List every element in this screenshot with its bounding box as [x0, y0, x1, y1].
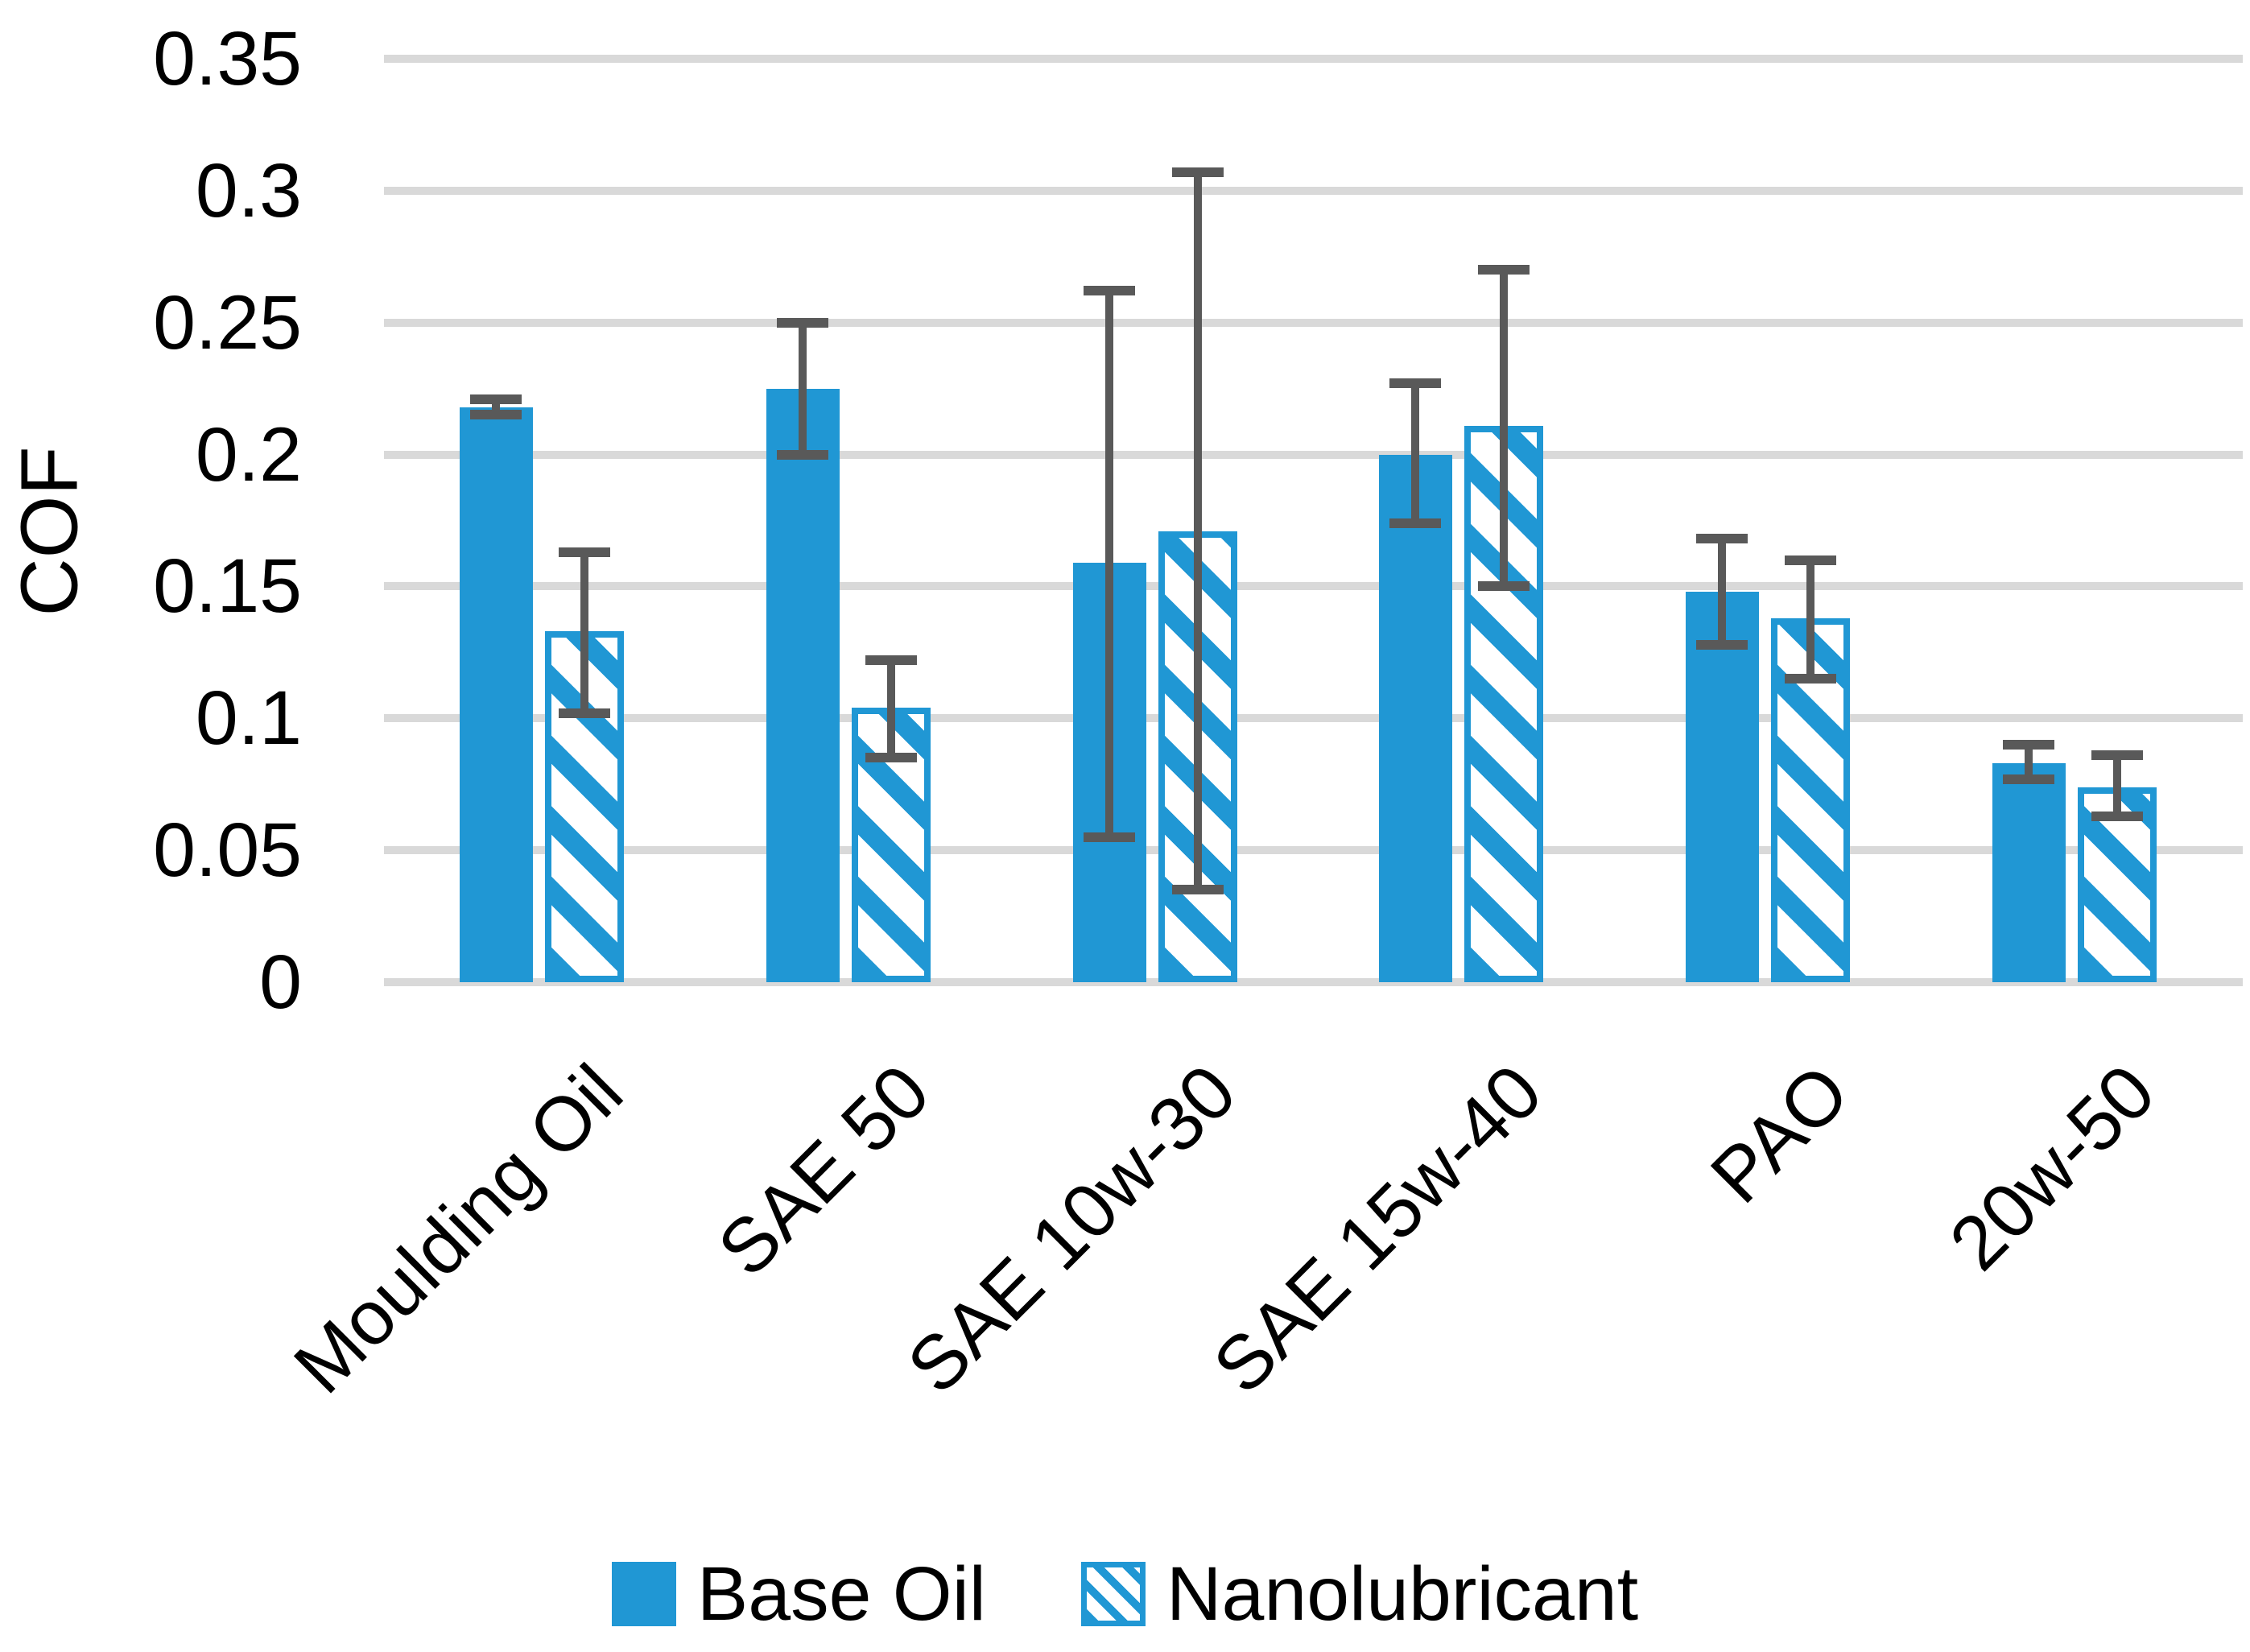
y-tick-label: 0.1 — [195, 675, 302, 762]
error-bar-line — [1411, 383, 1420, 523]
error-bar-top-cap — [1083, 286, 1135, 296]
error-bar-bottom-cap — [2091, 811, 2143, 821]
y-tick-label: 0.35 — [153, 16, 302, 102]
x-category-label-20w-50: 20w-50 — [1934, 1048, 2172, 1286]
base-oil-bar-moulding-oil — [460, 407, 533, 982]
error-bar-bottom-cap — [1083, 832, 1135, 842]
error-bar-top-cap — [1478, 265, 1530, 275]
gridline-0.15 — [384, 582, 2243, 591]
gridline-0.35 — [384, 55, 2243, 64]
error-bar-top-cap — [2003, 740, 2054, 750]
y-tick-label: 0 — [259, 940, 302, 1025]
error-bar-line — [492, 399, 500, 415]
base-oil-bar-sae-15w-40 — [1379, 454, 1453, 982]
base-oil-bar-sae-50 — [766, 388, 840, 982]
error-bar-line — [1193, 171, 1202, 890]
legend-label-base-oil: Base Oil — [696, 1551, 986, 1637]
x-category-label-moulding-oil: Moulding Oil — [278, 1048, 639, 1410]
legend-item-base-oil: Base Oil — [611, 1551, 986, 1637]
x-category-label-sae-10w-30: SAE 10w-30 — [890, 1048, 1253, 1410]
error-bar-line — [1718, 539, 1727, 645]
error-bar-top-cap — [559, 547, 610, 557]
y-tick-label: 0.15 — [153, 543, 302, 630]
x-category-label-pao: PAO — [1695, 1048, 1865, 1220]
error-bar-line — [886, 660, 895, 758]
error-bar-top-cap — [776, 317, 828, 328]
gridline-0 — [384, 978, 2243, 986]
gridline-0.05 — [384, 846, 2243, 855]
error-bar-bottom-cap — [2003, 774, 2054, 784]
nanolubricant-bar-20w-50 — [2078, 787, 2157, 982]
gridline-0.2 — [384, 450, 2243, 459]
error-bar-bottom-cap — [1389, 518, 1442, 528]
base-oil-bar-pao — [1686, 592, 1760, 982]
base-oil-bar-20w-50 — [1992, 763, 2066, 982]
error-bar-line — [1500, 270, 1509, 587]
error-bar-bottom-cap — [1478, 581, 1530, 592]
y-tick-label: 0.25 — [153, 279, 302, 366]
error-bar-bottom-cap — [559, 708, 610, 718]
error-bar-top-cap — [1171, 167, 1224, 177]
error-bar-bottom-cap — [1696, 639, 1748, 650]
error-bar-line — [2113, 755, 2121, 816]
gridline-0.25 — [384, 318, 2243, 327]
error-bar-line — [1104, 291, 1113, 837]
error-bar-top-cap — [2091, 750, 2143, 761]
error-bar-bottom-cap — [470, 410, 522, 420]
y-tick-label: 0.05 — [153, 807, 302, 894]
error-bar-line — [580, 551, 588, 713]
y-tick-label: 0.2 — [195, 411, 302, 498]
error-bar-line — [1806, 560, 1815, 679]
error-bar-top-cap — [1696, 534, 1748, 544]
error-bar-bottom-cap — [865, 753, 917, 763]
x-category-label-sae-15w-40: SAE 15w-40 — [1197, 1048, 1559, 1410]
error-bar-top-cap — [470, 394, 522, 404]
nanolubricant-swatch-icon — [1080, 1562, 1146, 1626]
error-bar-line — [2025, 745, 2033, 779]
y-tick-label: 0.3 — [195, 147, 302, 233]
error-bar-bottom-cap — [1785, 674, 1837, 684]
error-bar-top-cap — [1389, 378, 1442, 389]
gridline-0.3 — [384, 186, 2243, 195]
error-bar-bottom-cap — [1171, 885, 1224, 895]
error-bar-top-cap — [1785, 555, 1837, 565]
gridline-0.1 — [384, 714, 2243, 723]
error-bar-bottom-cap — [776, 449, 828, 460]
error-bar-top-cap — [865, 655, 917, 666]
legend: Base Oil Nanolubricant — [0, 1542, 2250, 1646]
error-bar-line — [798, 322, 807, 455]
legend-item-nanolubricant: Nanolubricant — [1080, 1551, 1639, 1637]
base-oil-swatch-icon — [611, 1562, 676, 1626]
x-category-label-sae-50: SAE 50 — [701, 1048, 946, 1293]
legend-label-nanolubricant: Nanolubricant — [1166, 1551, 1639, 1637]
